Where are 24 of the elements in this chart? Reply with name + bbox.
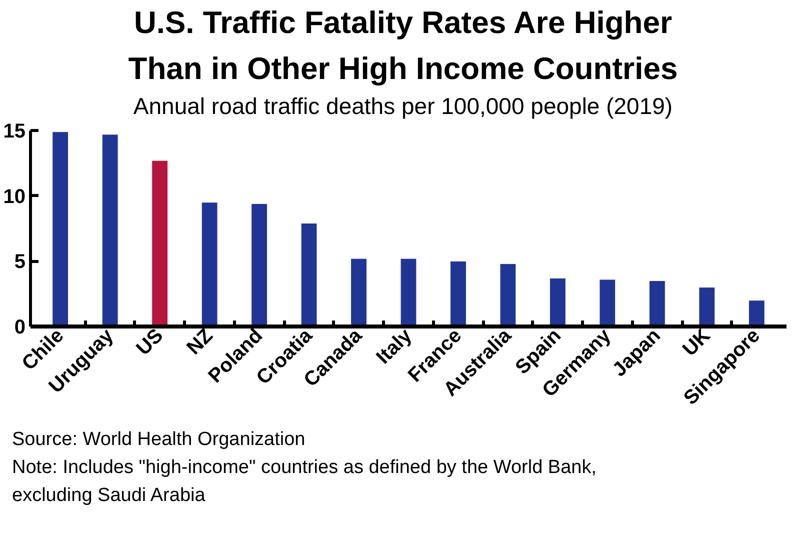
bar <box>201 202 218 326</box>
bar <box>450 260 466 326</box>
bar <box>500 264 516 326</box>
bar <box>698 287 716 326</box>
bar <box>648 280 666 326</box>
bar <box>400 258 417 326</box>
bar <box>102 134 118 326</box>
bar <box>251 203 268 326</box>
chart-subtitle: Annual road traffic deaths per 100,000 people (2019) <box>133 92 673 120</box>
y-tick-label: 5 <box>14 251 26 274</box>
bar <box>748 300 765 326</box>
y-tick-label: 10 <box>3 186 26 208</box>
x-tick-label: US <box>132 324 168 360</box>
y-tick-label: 0 <box>14 316 26 338</box>
y-tick-label: 15 <box>3 120 26 142</box>
bar <box>350 258 367 326</box>
chart-title: U.S. Traffic Fatality Rates Are Higher Than in Other High Income Countries <box>128 4 678 88</box>
bar <box>599 279 616 326</box>
source-note: Source: World Health Organization <box>12 429 306 450</box>
bar <box>52 132 69 326</box>
text: Note: Includes "high-income" countries as defined by the World Bank, excluding Saudi Arabia <box>12 457 597 506</box>
bar <box>152 160 168 326</box>
bar <box>550 278 566 326</box>
bar <box>300 223 318 326</box>
